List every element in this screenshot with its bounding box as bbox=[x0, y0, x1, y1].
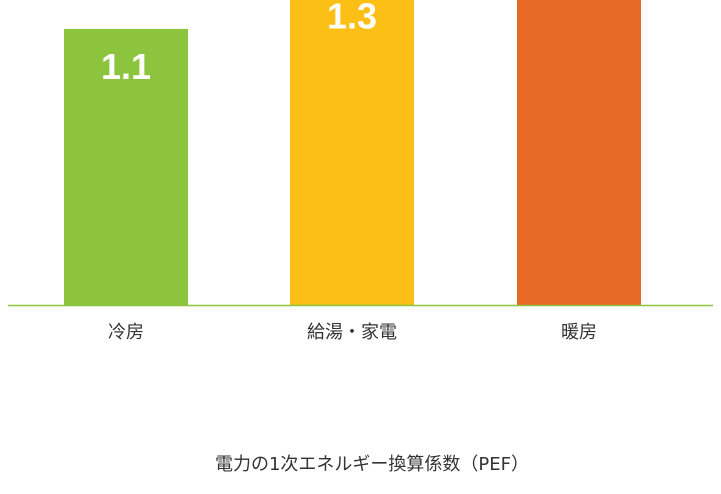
bar-1 bbox=[64, 28, 188, 306]
bar-2 bbox=[290, 0, 414, 305]
x-axis-title: 電力の1次エネルギー換算係数（PEF） bbox=[215, 454, 529, 475]
bar-3 bbox=[517, 0, 641, 305]
bar-value-label: 1.3 bbox=[327, 0, 377, 37]
category-labels-group: 冷房 給湯・家電 暖房 bbox=[108, 322, 597, 343]
category-label: 暖房 bbox=[561, 322, 597, 343]
value-labels-group: 1.11.31.8 bbox=[101, 0, 377, 87]
bar-value-label: 1.1 bbox=[101, 46, 151, 87]
category-label: 給湯・家電 bbox=[307, 322, 397, 343]
category-label: 冷房 bbox=[108, 322, 144, 343]
bars-group bbox=[64, 0, 641, 306]
